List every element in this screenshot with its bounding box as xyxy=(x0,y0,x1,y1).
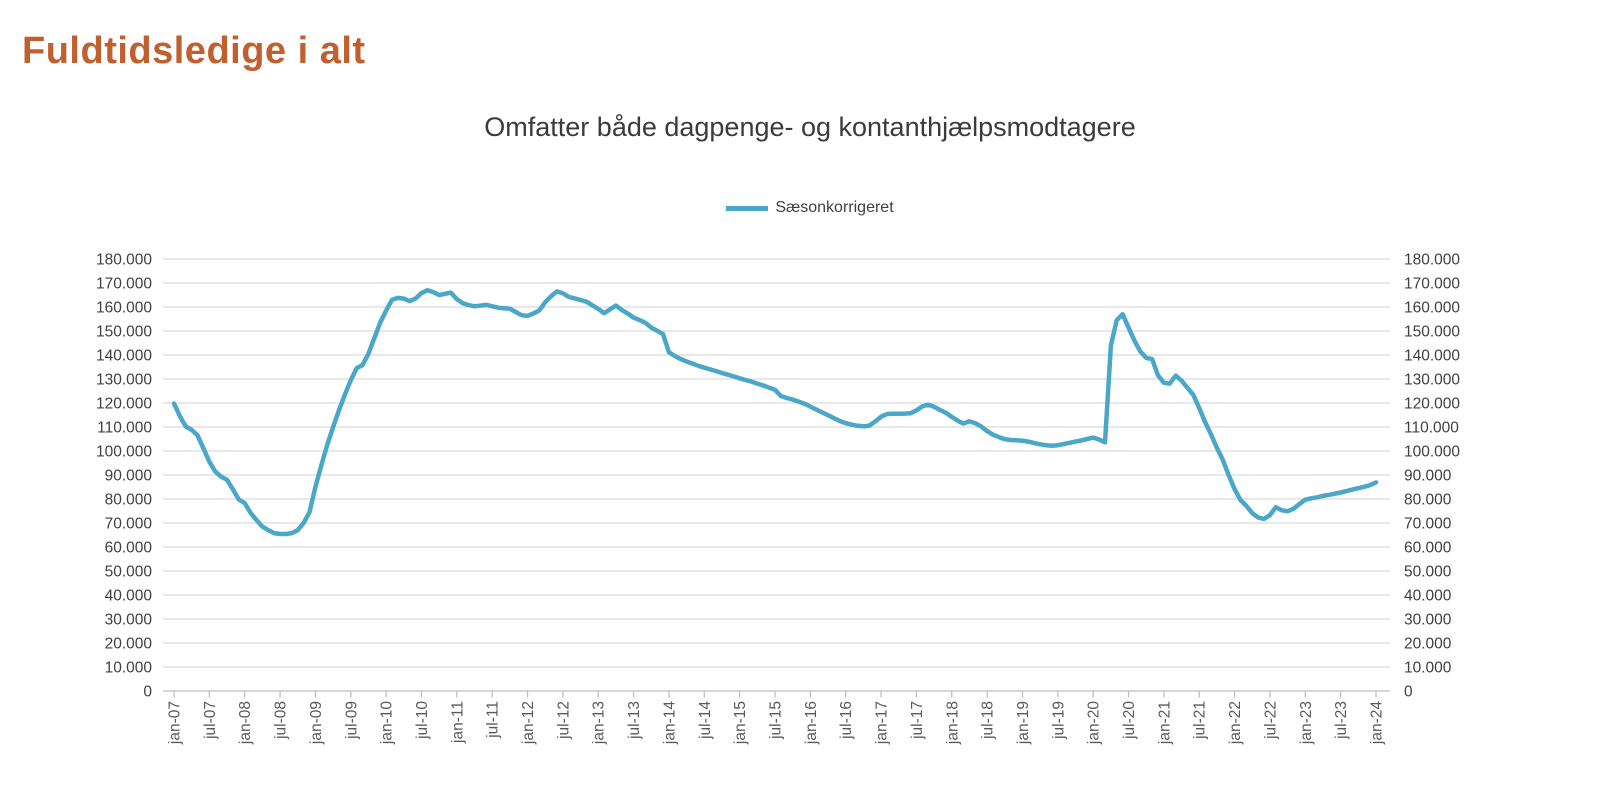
x-axis-label: jul-19 xyxy=(1050,701,1067,740)
y-axis-label-left: 160.000 xyxy=(96,300,152,317)
y-axis-label-left: 150.000 xyxy=(96,324,152,341)
legend-label: Sæsonkorrigeret xyxy=(775,199,894,216)
x-axis-label: jan-19 xyxy=(1015,701,1032,745)
x-axis-label: jul-18 xyxy=(980,701,997,740)
y-axis-label-left: 170.000 xyxy=(96,276,152,293)
y-axis-label-left: 60.000 xyxy=(105,540,153,557)
y-axis-label-right: 0 xyxy=(1404,684,1413,701)
x-axis-label: jul-14 xyxy=(697,701,714,740)
x-axis-label: jan-14 xyxy=(661,701,678,745)
x-axis-label: jan-16 xyxy=(803,701,820,745)
data-series-line xyxy=(171,287,1379,537)
x-axis-label: jan-15 xyxy=(732,701,749,745)
x-axis-label: jul-17 xyxy=(909,701,926,740)
x-axis-label: jul-10 xyxy=(414,701,431,740)
x-axis-label: jul-09 xyxy=(343,701,360,740)
x-axis-label: jul-16 xyxy=(838,701,855,740)
y-axis-label-right: 120.000 xyxy=(1404,396,1460,413)
x-axis-label: jan-17 xyxy=(874,701,891,745)
y-axis-label-right: 150.000 xyxy=(1404,324,1460,341)
x-axis-label: jul-13 xyxy=(626,701,643,740)
x-axis-label: jan-24 xyxy=(1369,701,1386,745)
x-axis-label: jul-20 xyxy=(1121,701,1138,740)
y-axis-label-right: 70.000 xyxy=(1404,516,1452,533)
y-axis-label-left: 120.000 xyxy=(96,396,152,413)
y-axis-label-left: 90.000 xyxy=(105,468,153,485)
y-axis-label-right: 60.000 xyxy=(1404,540,1452,557)
x-axis-label: jan-08 xyxy=(237,701,254,745)
y-axis-label-left: 80.000 xyxy=(105,492,153,509)
y-axis-label-left: 0 xyxy=(143,684,152,701)
y-axis-label-right: 40.000 xyxy=(1404,588,1452,605)
y-axis-label-right: 10.000 xyxy=(1404,660,1452,677)
y-axis-label-right: 100.000 xyxy=(1404,444,1460,461)
y-axis-label-left: 10.000 xyxy=(105,660,153,677)
y-axis-label-left: 20.000 xyxy=(105,636,153,653)
x-axis-label: jan-13 xyxy=(591,701,608,745)
x-axis-label: jan-09 xyxy=(308,701,325,745)
x-axis-label: jul-22 xyxy=(1262,701,1279,740)
y-axis-label-left: 100.000 xyxy=(96,444,152,461)
y-axis-label-right: 20.000 xyxy=(1404,636,1452,653)
x-axis-label: jul-21 xyxy=(1192,701,1209,740)
x-axis-label: jul-15 xyxy=(768,701,785,740)
chart-title: Omfatter både dagpenge- og kontanthjælps… xyxy=(484,112,1136,142)
y-axis-label-right: 90.000 xyxy=(1404,468,1452,485)
x-axis-label: jan-23 xyxy=(1298,701,1315,745)
y-axis-label-left: 70.000 xyxy=(105,516,153,533)
x-axis-label: jul-23 xyxy=(1333,701,1350,740)
x-axis-label: jan-07 xyxy=(167,701,184,745)
x-axis-label: jan-21 xyxy=(1156,701,1173,745)
x-axis-label: jan-12 xyxy=(520,701,537,745)
x-axis-label: jan-11 xyxy=(449,701,466,744)
y-axis-label-right: 170.000 xyxy=(1404,276,1460,293)
chart-legend: Sæsonkorrigeret xyxy=(170,199,1450,217)
page-title: Fuldtidsledige i alt xyxy=(22,30,366,72)
y-axis-label-right: 180.000 xyxy=(1404,252,1460,269)
y-axis-label-right: 160.000 xyxy=(1404,300,1460,317)
y-axis-label-right: 110.000 xyxy=(1404,420,1459,437)
x-axis-label: jan-18 xyxy=(944,701,961,745)
y-axis-label-left: 130.000 xyxy=(96,372,152,389)
y-axis-label-right: 30.000 xyxy=(1404,612,1452,629)
y-axis-label-left: 40.000 xyxy=(105,588,153,605)
x-axis-label: jul-11 xyxy=(485,701,502,739)
y-axis-label-left: 180.000 xyxy=(96,252,152,269)
x-axis-label: jul-12 xyxy=(555,701,572,740)
x-axis-label: jan-20 xyxy=(1086,701,1103,745)
y-axis-label-right: 130.000 xyxy=(1404,372,1460,389)
x-axis-label: jan-22 xyxy=(1227,701,1244,745)
y-axis-label-left: 50.000 xyxy=(105,564,153,581)
y-axis-label-left: 30.000 xyxy=(105,612,153,629)
x-axis-label: jan-10 xyxy=(379,701,396,745)
y-axis-label-right: 50.000 xyxy=(1404,564,1452,581)
x-axis-label: jul-07 xyxy=(202,701,219,740)
x-axis-label: jul-08 xyxy=(273,701,290,740)
legend-line-swatch xyxy=(726,205,769,211)
y-axis-label-left: 110.000 xyxy=(97,420,152,437)
y-axis-label-right: 80.000 xyxy=(1404,492,1452,509)
y-axis-label-right: 140.000 xyxy=(1404,348,1460,365)
y-axis-label-left: 140.000 xyxy=(96,348,152,365)
